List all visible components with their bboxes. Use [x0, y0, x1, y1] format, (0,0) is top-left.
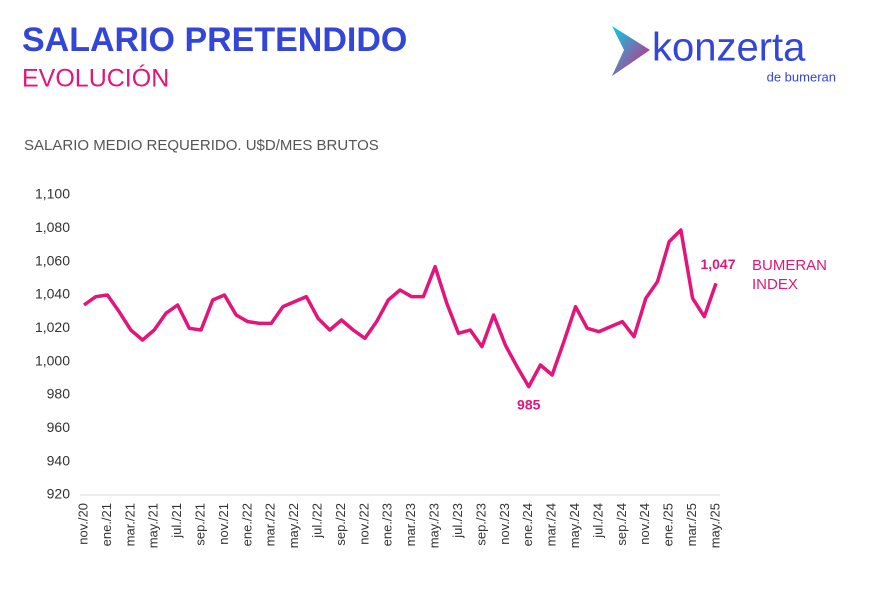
y-tick-label: 1,000 — [35, 352, 70, 368]
y-tick-label: 960 — [47, 419, 71, 435]
axis-title: SALARIO MEDIO REQUERIDO. U$D/MES BRUTOS — [24, 137, 379, 154]
y-tick-label: 1,080 — [35, 219, 70, 235]
y-tick-label: 940 — [47, 452, 71, 468]
x-tick-label: ene./25 — [661, 503, 676, 546]
x-tick-label: may./22 — [286, 503, 301, 548]
x-tick-label: sep./22 — [333, 503, 348, 546]
y-tick-label: 1,100 — [35, 186, 70, 202]
logo-tagline: de bumeran — [767, 69, 836, 84]
x-tick-label: sep./24 — [614, 503, 629, 546]
x-tick-label: nov./20 — [75, 503, 90, 545]
x-tick-label: nov./23 — [497, 503, 512, 545]
x-tick-label: jul./21 — [169, 503, 184, 539]
y-tick-label: 920 — [47, 486, 71, 502]
x-tick-label: sep./23 — [473, 503, 488, 546]
x-tick-label: ene./24 — [520, 503, 535, 546]
page-title: SALARIO PRETENDIDO — [22, 21, 407, 59]
logo-brand: konzerta — [652, 26, 806, 70]
x-tick-label: mar./24 — [544, 503, 559, 546]
x-tick-label: jul./24 — [590, 503, 605, 539]
x-tick-label: mar./22 — [263, 503, 278, 546]
y-tick-label: 980 — [47, 386, 71, 402]
x-tick-label: may./23 — [427, 503, 442, 548]
y-tick-label: 1,020 — [35, 319, 70, 335]
x-tick-label: may./21 — [146, 503, 161, 548]
x-tick-label: mar./23 — [403, 503, 418, 546]
x-tick-label: mar./21 — [122, 503, 137, 546]
x-tick-label: mar./25 — [684, 503, 699, 546]
legend-label: BUMERAN INDEX — [752, 257, 828, 293]
x-tick-label: ene./21 — [99, 503, 114, 546]
data-label: 985 — [517, 396, 541, 412]
y-tick-label: 1,040 — [35, 286, 70, 302]
x-tick-label: sep./21 — [192, 503, 207, 546]
x-tick-label: nov./21 — [216, 503, 231, 545]
x-tick-label: may./25 — [707, 503, 722, 548]
x-tick-label: jul./23 — [450, 503, 465, 539]
x-tick-label: ene./23 — [380, 503, 395, 546]
x-tick-label: may./24 — [567, 503, 582, 548]
data-line — [82, 228, 718, 389]
x-tick-label: nov./22 — [356, 503, 371, 545]
data-label: 1,047 — [700, 256, 735, 272]
x-tick-label: jul./22 — [310, 503, 325, 539]
logo-icon — [612, 26, 650, 76]
x-tick-label: ene./22 — [239, 503, 254, 546]
x-tick-label: nov./24 — [637, 503, 652, 545]
page-subtitle: EVOLUCIÓN — [22, 64, 169, 93]
y-tick-label: 1,060 — [35, 252, 70, 268]
